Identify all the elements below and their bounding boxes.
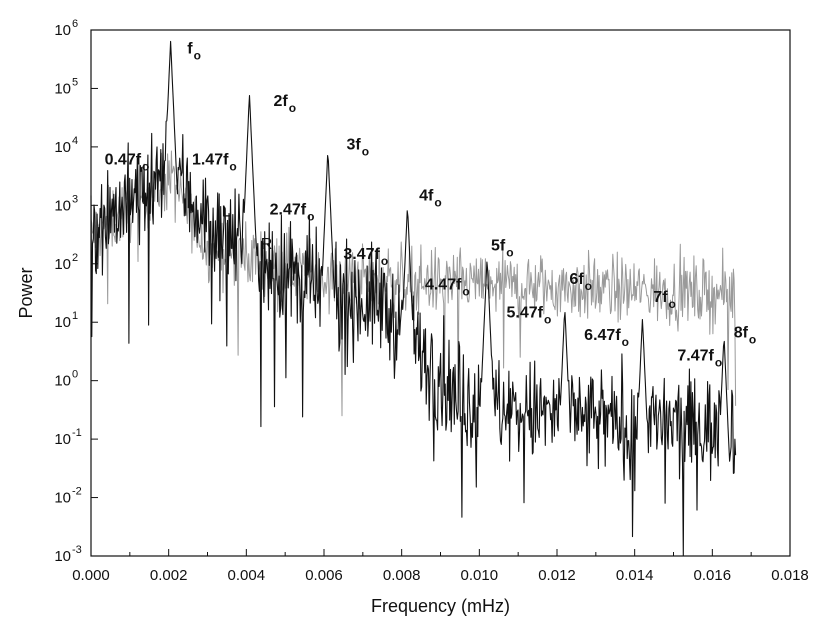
y-tick-label: 10 [54,80,71,97]
harmonic-label-subscript: o [585,279,592,293]
harmonic-label-subscript: o [142,159,149,173]
y-tick-label: 10 [54,373,71,390]
x-tick-label: 0.002 [150,567,188,584]
y-tick-exponent: -1 [72,427,82,439]
harmonic-label: 3f [347,137,362,154]
harmonic-label: 6f [569,271,584,288]
x-tick-label: 0.016 [694,567,732,584]
y-tick-exponent: -3 [72,544,82,556]
y-tick-exponent: 6 [72,18,78,30]
harmonic-label: 8f [734,324,749,341]
y-tick-exponent: -2 [72,486,82,498]
x-tick-label: 0.000 [72,567,110,584]
y-tick-label: 10 [54,139,71,156]
window-marker-label: R [261,236,273,253]
harmonic-label-subscript: o [462,285,469,299]
harmonic-label: 2f [274,93,289,110]
window-marker-label: L [222,203,231,220]
harmonic-label-subscript: o [622,335,629,349]
harmonic-label-subscript: o [229,159,236,173]
harmonic-label: 3.47f [343,246,380,263]
harmonic-label: 1.47f [192,151,229,168]
harmonic-label: 4f [419,188,434,205]
y-tick-label: 10 [54,314,71,331]
harmonic-label: 5.47f [507,305,544,322]
x-tick-label: 0.018 [771,567,809,584]
x-tick-label: 0.010 [461,567,499,584]
harmonic-label-subscript: o [434,196,441,210]
harmonic-label: 0.47f [105,151,142,168]
x-tick-label: 0.014 [616,567,654,584]
x-tick-label: 0.004 [228,567,266,584]
harmonic-label: 7f [653,289,668,306]
y-tick-exponent: 2 [72,252,78,264]
spectrum-series-black [90,40,737,556]
y-tick-label: 10 [54,490,71,507]
x-axis-title: Frequency (mHz) [371,596,510,616]
y-tick-exponent: 3 [72,193,78,205]
harmonic-label-subscript: o [289,101,296,115]
harmonic-label: 5f [491,237,506,254]
y-tick-exponent: 0 [72,369,78,381]
y-tick-exponent: 4 [72,135,78,147]
y-tick-exponent: 1 [72,310,78,322]
x-tick-label: 0.008 [383,567,421,584]
spectrum-series-grey [90,146,737,417]
x-tick-label: 0.006 [305,567,343,584]
annotation-layer: f o2f o3f o4f o5f o6f o7f o8f o0.47f o 1.47f o2.47f… [105,40,757,369]
harmonic-label-subscript: o [749,332,756,346]
harmonic-label-subscript: o [307,209,314,223]
y-axis-title: Power [16,267,36,318]
y-tick-label: 10 [54,22,71,39]
harmonic-label-subscript: o [544,313,551,327]
harmonic-label: f [187,40,193,57]
harmonic-label-subscript: o [194,48,201,62]
y-tick-label: 10 [54,548,71,565]
y-tick-label: 10 [54,431,71,448]
harmonic-label: 7.47f [677,348,714,365]
series-layer [90,40,737,556]
x-axis: 0.000 0.002 0.004 0.006 0.008 0.010 0.012 0.014… [72,549,809,584]
harmonic-label: 2.47f [270,201,307,218]
harmonic-label: 4.47f [425,277,462,294]
y-tick-label: 10 [54,256,71,273]
harmonic-label-subscript: o [669,297,676,311]
y-tick-label: 10 [54,197,71,214]
harmonic-label-subscript: o [381,254,388,268]
harmonic-label-subscript: o [506,245,513,259]
x-tick-label: 0.012 [538,567,576,584]
harmonic-label-subscript: o [362,145,369,159]
harmonic-label: 6.47f [584,327,621,344]
y-tick-exponent: 5 [72,76,78,88]
harmonic-label-subscript: o [715,356,722,370]
